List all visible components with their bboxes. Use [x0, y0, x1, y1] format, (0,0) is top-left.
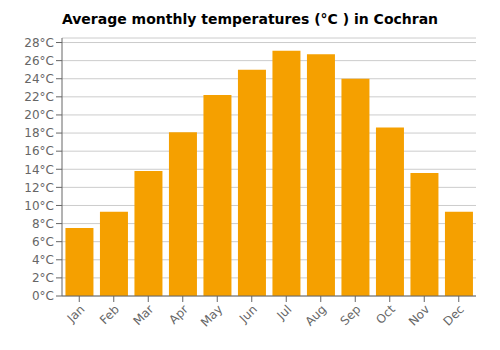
svg-text:Apr: Apr [166, 302, 191, 327]
svg-text:Jan: Jan [64, 302, 88, 326]
svg-text:Aug: Aug [302, 302, 328, 328]
svg-text:Jun: Jun [236, 302, 260, 326]
svg-text:Mar: Mar [130, 302, 156, 328]
svg-text:18°C: 18°C [24, 126, 54, 140]
svg-text:Feb: Feb [97, 302, 122, 327]
svg-text:16°C: 16°C [24, 144, 54, 158]
svg-text:May: May [198, 302, 225, 329]
svg-text:6°C: 6°C [32, 235, 54, 249]
svg-text:4°C: 4°C [32, 253, 54, 267]
svg-text:20°C: 20°C [24, 108, 54, 122]
svg-text:2°C: 2°C [32, 271, 54, 285]
svg-text:Sep: Sep [337, 302, 363, 328]
svg-text:Jul: Jul [274, 302, 295, 323]
svg-text:8°C: 8°C [32, 217, 54, 231]
html-text:Average monthly temperatures (: Average monthly temperatures (°C ) in Co… [61, 11, 439, 27]
svg-text:14°C: 14°C [24, 163, 54, 177]
svg-text:Dec: Dec [441, 302, 467, 328]
svg-text:10°C: 10°C [24, 199, 54, 213]
svg-text:0°C: 0°C [32, 289, 54, 303]
svg-text:28°C: 28°C [24, 36, 54, 50]
svg-text:26°C: 26°C [24, 54, 54, 68]
svg-text:24°C: 24°C [24, 72, 54, 86]
svg-text:12°C: 12°C [24, 181, 54, 195]
svg-text:22°C: 22°C [24, 90, 54, 104]
svg-text:Nov: Nov [406, 302, 432, 328]
svg-text:Oct: Oct [373, 302, 398, 327]
